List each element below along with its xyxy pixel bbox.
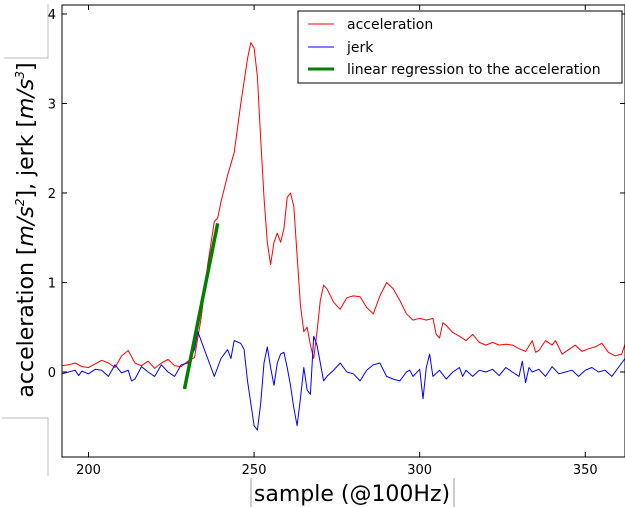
y-tick-label: 0 [48,366,56,381]
y-tick-label: 3 [48,97,56,112]
legend-label-regression: linear regression to the acceleration [347,62,601,78]
x-tick-label: 250 [242,463,267,478]
y-axis-label: acceleration [m/s2], jerk [m/s3] [13,62,39,397]
legend: acceleration jerk linear regression to t… [297,10,623,84]
y-label-bracket [2,417,49,476]
x-tick-label: 200 [76,463,101,478]
x-label-bracket [250,478,455,507]
x-axis-label: sample (@100Hz) [254,482,450,507]
series-acceleration-line [62,42,625,369]
plot-frame [61,4,625,458]
x-tick-label: 350 [573,463,598,478]
x-tick-label: 300 [407,463,432,478]
legend-label-jerk: jerk [346,40,374,56]
series-regression-line [182,223,220,390]
legend-label-acceleration: acceleration [347,17,433,33]
y-label-bracket [4,4,49,59]
y-tick-label: 2 [48,187,56,202]
legend-box [297,10,623,84]
y-tick-label: 1 [48,276,56,291]
y-tick-label: 4 [48,8,56,23]
series-jerk-line [62,331,625,431]
